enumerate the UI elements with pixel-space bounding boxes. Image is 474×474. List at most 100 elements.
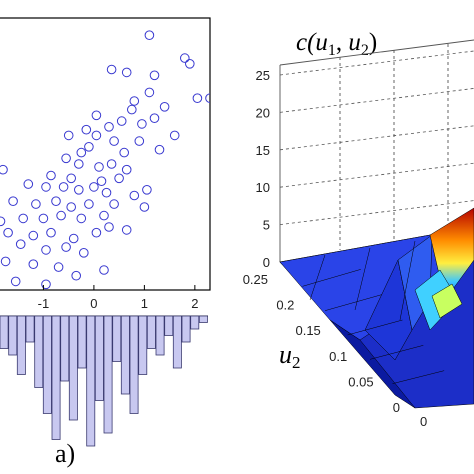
scatter-point	[46, 227, 56, 238]
scatter-point	[180, 53, 190, 63]
scatter-point	[71, 270, 81, 281]
scatter-point	[149, 70, 160, 81]
scatter-point	[68, 233, 79, 244]
histogram-bar	[60, 315, 70, 382]
surface-u2-tick-label: 0.25	[243, 272, 268, 287]
scatter-point	[38, 213, 49, 224]
surface-floor-front	[329, 319, 416, 409]
scatter-point	[81, 124, 92, 135]
surface-title-fn: c(	[296, 29, 317, 56]
histogram-bar	[146, 315, 156, 349]
surface-z-tick-label: 15	[256, 143, 270, 158]
scatter-point	[56, 210, 66, 221]
scatter-point	[61, 242, 71, 252]
scatter-point	[127, 104, 137, 115]
surface-title-sub2: 2	[361, 42, 369, 59]
histogram-bar	[8, 315, 18, 356]
scatter-point	[104, 122, 114, 132]
scatter-point	[169, 130, 180, 141]
surface-z-ticks: 0 5 10 15 20 25	[256, 68, 270, 270]
histogram-bar	[172, 315, 182, 369]
scatter-point	[31, 199, 41, 209]
scatter-point	[28, 259, 39, 270]
surface-z-gridline	[279, 88, 474, 113]
scatter-point	[28, 230, 39, 241]
scatter-point	[137, 119, 147, 129]
surface-z-tick-label: 0	[263, 255, 270, 270]
surface-title: c(u1, u2)	[296, 29, 377, 59]
scatter-point	[91, 227, 102, 238]
surface-z-gridline	[279, 162, 474, 188]
surface-y-label-main: u	[279, 340, 292, 369]
scatter-point	[129, 190, 140, 201]
scatter-point	[116, 116, 127, 126]
surface-mesh-lines	[302, 240, 445, 384]
surface-z-tick-label: 10	[256, 180, 270, 195]
scatter-point	[66, 173, 76, 184]
scatter-point	[134, 136, 145, 146]
surface-z-tick-label: 25	[256, 68, 270, 83]
scatter-point	[192, 93, 203, 103]
scatter-x-tick-label: 0	[90, 296, 97, 311]
surface-mesh-line	[309, 254, 326, 301]
scatter-point	[159, 102, 170, 112]
scatter-point	[84, 199, 94, 209]
surface-mesh-line	[324, 294, 382, 311]
scatter-point	[144, 87, 155, 98]
scatter-point	[58, 182, 69, 192]
scatter-point	[154, 144, 165, 155]
scatter-point	[99, 210, 109, 221]
histogram-bar	[51, 315, 61, 440]
surface-u2-tick-label: 0.05	[348, 374, 373, 389]
scatter-point	[41, 182, 51, 192]
surface-title-close: )	[369, 29, 377, 56]
histogram-bars	[0, 315, 208, 447]
scatter-point	[8, 196, 18, 206]
scatter-point	[61, 153, 71, 164]
scatter-point	[0, 164, 8, 175]
scatter-point	[89, 182, 99, 192]
histogram-bar	[16, 315, 26, 375]
surface-title-sub1: 1	[328, 42, 336, 59]
histogram-bar	[120, 315, 130, 395]
histogram-bar	[138, 315, 148, 375]
histogram-bar	[164, 315, 174, 336]
surface-mesh-line	[354, 247, 371, 311]
scatter-point	[41, 245, 51, 255]
scatter-point	[0, 256, 11, 267]
scatter-x-ticks: -1 0 1 2	[38, 285, 198, 311]
surface-z-gridline	[279, 50, 474, 76]
scatter-point	[109, 136, 119, 146]
scatter-point	[119, 147, 129, 158]
scatter-x-tick-label: -1	[38, 296, 50, 311]
scatter-point	[91, 110, 102, 121]
histogram-bar	[42, 315, 52, 414]
histogram-bar	[190, 315, 200, 330]
surface-u2-tick-label: 0.15	[295, 323, 320, 338]
surface-z-gridline	[279, 200, 474, 225]
surface-z-grid	[279, 50, 474, 225]
surface-y-label: u2	[279, 340, 301, 372]
scatter-point	[142, 185, 152, 195]
scatter-point	[10, 276, 21, 287]
scatter-point	[109, 199, 119, 209]
surface-title-arg2: u	[348, 29, 361, 56]
scatter-point	[15, 239, 26, 249]
scatter-point	[121, 164, 132, 175]
surface-yellow-patch	[431, 283, 463, 319]
histogram-bar	[129, 315, 139, 414]
surface-y-ticks: 0 0.050.1 0.150.2 0.25	[243, 272, 400, 415]
histogram-bar	[25, 315, 35, 343]
surface-mesh-line	[347, 319, 403, 336]
surface-back-wall	[279, 39, 474, 262]
scatter-point	[106, 159, 117, 169]
scatter-point	[99, 265, 109, 275]
surface-title-sep: ,	[336, 29, 349, 56]
scatter-point	[76, 213, 87, 224]
histogram-bar	[77, 315, 87, 369]
histogram-bar	[181, 315, 191, 343]
scatter-point	[53, 262, 64, 272]
surface-y-label-sub: 2	[292, 353, 301, 372]
scatter-x-tick-label: 2	[191, 296, 198, 311]
